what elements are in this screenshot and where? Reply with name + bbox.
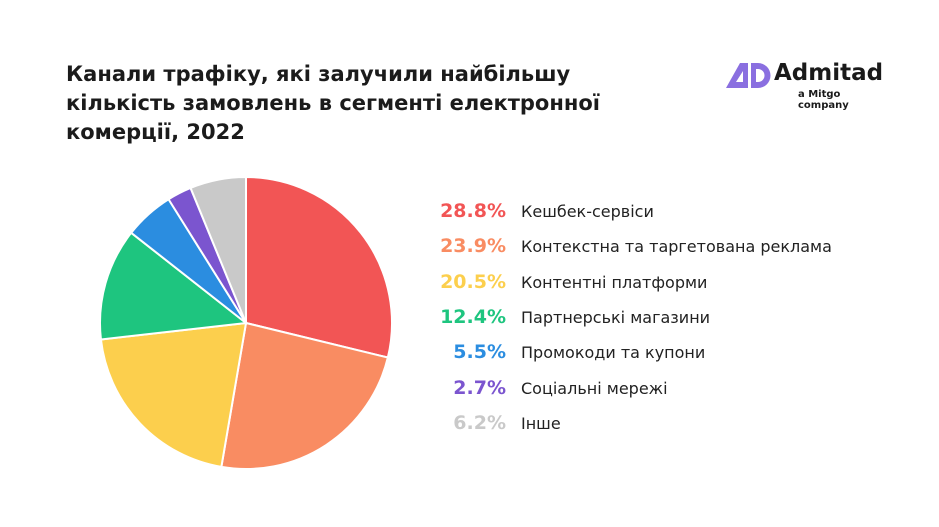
legend-value: 2.7%: [453, 376, 506, 399]
legend-label: Інше: [521, 413, 561, 433]
admitad-logo-icon: [726, 63, 771, 88]
logo-brand: Admitad: [774, 60, 884, 86]
chart-title: Канали трафіку, які залучили найбільшу к…: [66, 62, 601, 144]
legend-value: 6.2%: [453, 411, 506, 434]
pie-slice: [189, 175, 247, 324]
admitad-logo: Admitad a Mitgo company: [724, 60, 894, 111]
pie-slice: [245, 175, 393, 359]
legend-label: Кешбек-сервіси: [521, 202, 654, 221]
legend-label: Контекстна та таргетована реклама: [521, 237, 832, 257]
legend-value: 12.4%: [440, 305, 506, 328]
legend-label: Соціальні мережі: [521, 378, 668, 398]
pie-slice: [99, 231, 249, 341]
logo-subtitle: a Mitgo company: [798, 89, 849, 111]
legend-value: 23.9%: [440, 235, 506, 258]
legend-label: Контентні платформи: [521, 272, 708, 292]
legend-value: 20.5%: [440, 270, 506, 293]
legend-value: 5.5%: [453, 341, 506, 364]
pie-chart: [99, 175, 393, 470]
pie-slice: [220, 321, 390, 470]
legend-label: Партнерські магазини: [521, 307, 711, 327]
pie-slice: [99, 321, 248, 469]
legend-label: Промокоди та купони: [521, 343, 706, 363]
legend-value: 28.8%: [440, 200, 506, 222]
